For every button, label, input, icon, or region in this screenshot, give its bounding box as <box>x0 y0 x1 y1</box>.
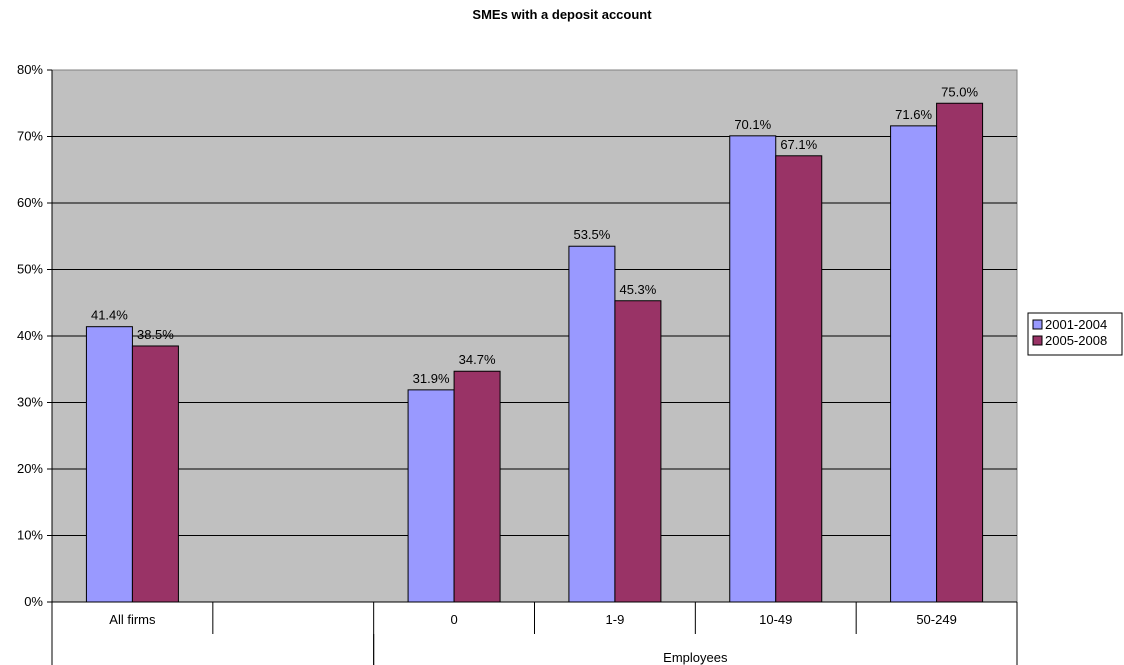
x-tick-label: 0 <box>450 612 457 627</box>
data-label: 45.3% <box>619 282 656 297</box>
y-tick-label: 80% <box>17 62 43 77</box>
x-tick-label: All firms <box>109 612 156 627</box>
legend-label: 2005-2008 <box>1045 333 1107 348</box>
group-label: Employees <box>663 650 728 665</box>
bar <box>568 245 616 603</box>
y-tick-label: 0% <box>24 594 43 609</box>
data-label: 71.6% <box>895 107 932 122</box>
y-tick-label: 20% <box>17 461 43 476</box>
plot-area: 0% 10% 20% 30% 40% 50% 60% 70% 80% 41.4% 38.5% 31.9… <box>17 62 1018 665</box>
y-tick-label: 30% <box>17 395 43 410</box>
data-label: 38.5% <box>137 327 174 342</box>
bar <box>936 102 984 603</box>
legend-label: 2001-2004 <box>1045 317 1107 332</box>
data-label: 53.5% <box>573 227 610 242</box>
y-tick-label: 60% <box>17 195 43 210</box>
data-label: 70.1% <box>734 117 771 132</box>
bar <box>131 345 179 603</box>
data-label: 67.1% <box>780 137 817 152</box>
bar <box>453 370 501 603</box>
x-tick-label: 10-49 <box>759 612 792 627</box>
legend-swatch <box>1032 335 1043 346</box>
data-label: 75.0% <box>941 84 978 99</box>
chart-title: SMEs with a deposit account <box>472 7 652 22</box>
bar <box>775 155 823 603</box>
legend-box <box>1027 312 1123 356</box>
data-label: 34.7% <box>459 352 496 367</box>
x-tick-label: 50-249 <box>916 612 956 627</box>
bar <box>85 326 133 603</box>
data-label: 41.4% <box>91 308 128 323</box>
bar <box>614 300 662 603</box>
legend-swatch <box>1032 319 1043 330</box>
data-label: 31.9% <box>413 371 450 386</box>
y-tick-label: 10% <box>17 528 43 543</box>
y-tick-label: 70% <box>17 129 43 144</box>
y-tick-label: 40% <box>17 328 43 343</box>
bar <box>407 389 455 603</box>
bar <box>890 125 938 603</box>
bar <box>729 135 777 603</box>
x-tick-label: 1-9 <box>606 612 625 627</box>
y-tick-label: 50% <box>17 262 43 277</box>
